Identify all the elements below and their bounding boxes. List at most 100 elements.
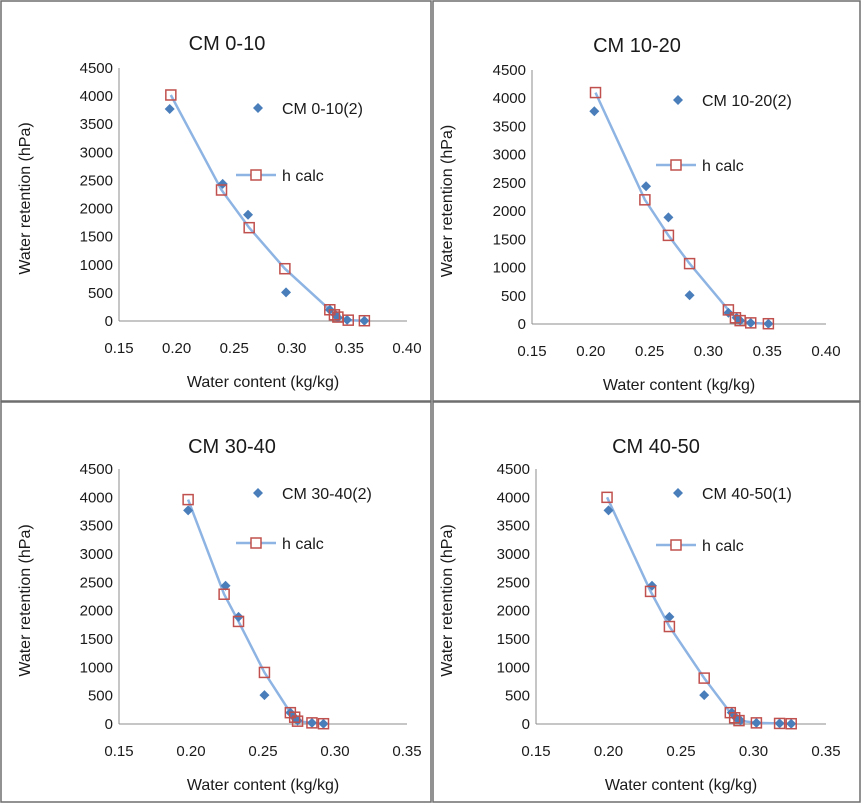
calc-point [785,717,797,730]
y-tick-label: 2000 [497,603,530,620]
observed-point [306,717,317,728]
calc-point [698,672,710,684]
y-tick-label: 1500 [80,631,113,648]
calc-point [258,666,271,679]
y-tick-label: 3000 [493,147,526,164]
observed-point [217,178,228,189]
y-tick-label: 500 [501,288,526,305]
x-tick-label: 0.40 [811,343,840,360]
x-tick-label: 0.30 [739,743,768,760]
y-tick-label: 4000 [80,489,113,506]
y-axis-title: Water retention (hPa) [17,524,34,676]
calc-point [644,585,657,598]
calc-point [232,615,245,628]
calc-point [182,493,194,506]
chart-panel: 0 500 1000 1500 2000 2500 3000 3500 4000 4500 0.15… [0,401,432,803]
y-tick-label: 3500 [497,518,530,535]
observed-point [342,314,353,325]
x-axis-title: Water content (kg/kg) [187,777,339,794]
calc-point [291,715,304,727]
legend-calc-label: h calc [702,158,744,175]
observed-point [183,505,194,516]
y-tick-label: 3000 [80,144,113,161]
legend-observed-marker [253,488,263,498]
legend-calc-label: h calc [282,536,324,553]
observed-point [751,717,762,728]
y-tick-label: 3500 [80,518,113,535]
calc-point [663,620,676,633]
calc-point [306,717,318,729]
y-tick-label: 4500 [80,461,113,478]
calc-point [639,194,651,206]
legend-calc-marker [250,537,262,549]
legend-calc-marker [250,169,262,181]
y-tick-label: 2000 [493,203,526,220]
y-tick-label: 0 [522,716,530,733]
observed-point [318,718,329,729]
chart-title: CM 40-50 [612,436,700,458]
y-tick-label: 2500 [80,574,113,591]
x-tick-label: 0.35 [811,743,840,760]
y-tick-label: 1000 [493,260,526,277]
legend-calc-marker [670,539,682,551]
y-tick-label: 3500 [80,116,113,133]
y-tick-label: 2500 [80,172,113,189]
observed-point [763,318,774,329]
y-tick-label: 0 [518,316,526,333]
x-tick-label: 0.15 [521,743,550,760]
calc-point [589,86,602,99]
legend-observed-marker [253,103,263,113]
x-tick-label: 0.30 [320,743,349,760]
x-tick-label: 0.35 [392,743,421,760]
y-axis-title: Water retention (hPa) [439,524,456,676]
calc-point [243,221,255,234]
calc-point [733,714,745,727]
x-tick-label: 0.40 [392,340,421,357]
observed-point [664,611,675,622]
y-axis-title: Water retention (hPa) [17,122,34,274]
y-axis-title: Water retention (hPa) [439,125,456,277]
legend-observed-marker [673,95,683,105]
legend-observed-label: CM 30-40(2) [282,486,372,503]
calc-point [358,314,371,327]
calc-point [218,588,230,600]
observed-point [786,718,797,729]
calc-point [750,717,763,729]
x-tick-label: 0.30 [277,340,306,357]
legend-calc-label: h calc [282,168,324,185]
x-tick-label: 0.35 [335,340,364,357]
calc-point [215,184,228,196]
legend-calc-label: h calc [702,538,744,555]
y-tick-label: 500 [88,285,113,302]
observed-point [359,315,370,326]
observed-point [259,690,270,701]
legend-observed-label: CM 10-20(2) [702,93,792,110]
calc-point [288,711,301,723]
legend-observed-marker [673,488,683,498]
x-tick-label: 0.20 [594,743,623,760]
x-tick-label: 0.15 [104,340,133,357]
x-tick-label: 0.20 [176,743,205,760]
calc-point [662,229,675,242]
y-tick-label: 1000 [497,659,530,676]
observed-point [281,287,292,298]
x-tick-label: 0.25 [248,743,277,760]
calc-point [773,717,786,730]
legend-observed-label: CM 0-10(2) [282,101,363,118]
panel-frame [432,401,861,803]
observed-point [774,718,785,729]
calc-point [317,717,330,730]
calc-point [601,491,613,504]
y-tick-label: 2500 [493,175,526,192]
chart-panel: 0 500 1000 1500 2000 2500 3000 3500 4000 4500 0.15… [432,0,861,402]
y-tick-label: 1500 [497,631,530,648]
y-tick-label: 4500 [80,60,113,77]
calc-point [342,314,354,326]
legend-observed-label: CM 40-50(1) [702,486,792,503]
x-tick-label: 0.15 [104,743,133,760]
chart-title: CM 0-10 [189,33,266,55]
y-tick-label: 1500 [80,229,113,246]
y-tick-label: 3000 [497,546,530,563]
calc-point [328,309,341,321]
